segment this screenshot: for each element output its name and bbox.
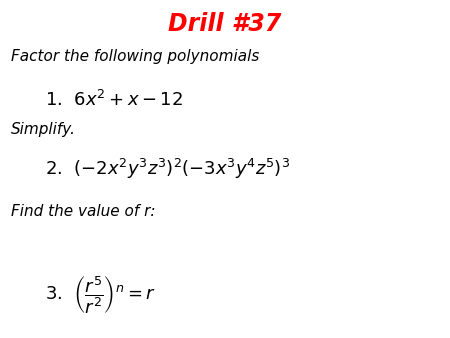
Text: Factor the following polynomials: Factor the following polynomials [11, 49, 260, 64]
Text: 2.  $(-2x^2y^3z^3)^2(-3x^3y^4z^5)^3$: 2. $(-2x^2y^3z^3)^2(-3x^3y^4z^5)^3$ [45, 157, 290, 181]
Text: Drill #37: Drill #37 [168, 12, 282, 36]
Text: 1.  $6x^2+x-12$: 1. $6x^2+x-12$ [45, 90, 183, 110]
Text: Simplify.: Simplify. [11, 122, 76, 137]
Text: 3.  $\left(\dfrac{r^5}{r^2}\right)^n = r$: 3. $\left(\dfrac{r^5}{r^2}\right)^n = r$ [45, 274, 156, 316]
Text: Find the value of r:: Find the value of r: [11, 204, 156, 219]
